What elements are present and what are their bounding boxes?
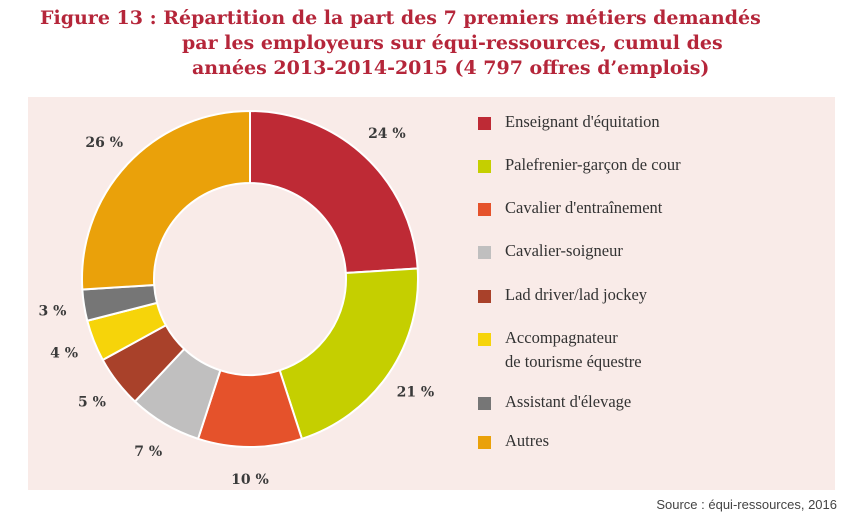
legend-label-8: Autres [505,431,549,450]
legend-label-7: Assistant d'élevage [505,392,632,411]
chart-title: Figure 13 : Répartition de la part des 7… [40,6,840,81]
legend-label-3: Cavalier d'entraînement [505,198,663,217]
legend-item-6: Accompagnateur de tourisme équestre [478,328,642,374]
legend-swatch-7 [478,397,491,410]
legend-label-5: Lad driver/lad jockey [505,285,648,304]
legend-label-4: Cavalier-soigneur [505,241,623,260]
legend-item-2: Palefrenier-garçon de cour [478,155,681,177]
donut-slice-8 [81,109,251,291]
chart-title-line-2: par les employeurs sur équi-ressources, … [182,32,723,54]
donut-slice-1 [249,109,419,275]
legend-label-2: Palefrenier-garçon de cour [505,155,681,174]
source-note: Source : équi-ressources, 2016 [656,497,837,512]
slice-value-label-7: 3 % [39,303,67,319]
legend-item-1: Enseignant d'équitation [478,112,660,134]
donut-slice-2 [278,267,419,441]
legend-swatch-2 [478,160,491,173]
legend-swatch-4 [478,246,491,259]
legend-swatch-1 [478,117,491,130]
slice-value-label-3: 10 % [231,472,269,488]
legend-item-3: Cavalier d'entraînement [478,198,663,220]
legend-swatch-8 [478,436,491,449]
legend-item-7: Assistant d'élevage [478,392,632,414]
legend-label-6: Accompagnateur de tourisme équestre [505,328,642,371]
legend-label-1: Enseignant d'équitation [505,112,660,131]
legend-swatch-5 [478,290,491,303]
slice-value-label-6: 4 % [50,346,78,362]
legend-item-4: Cavalier-soigneur [478,241,623,263]
legend-item-8: Autres [478,431,549,453]
legend-swatch-3 [478,203,491,216]
legend-swatch-6 [478,333,491,346]
chart-title-line-3: années 2013-2014-2015 (4 797 offres d’em… [192,57,710,79]
legend-item-5: Lad driver/lad jockey [478,285,648,307]
chart-title-line-1: Figure 13 : Répartition de la part des 7… [40,7,761,29]
slice-value-label-8: 26 % [85,135,123,151]
slice-value-label-4: 7 % [134,444,162,460]
slice-value-label-2: 21 % [397,384,435,400]
slice-value-label-1: 24 % [368,126,406,142]
slice-value-label-5: 5 % [78,395,106,411]
